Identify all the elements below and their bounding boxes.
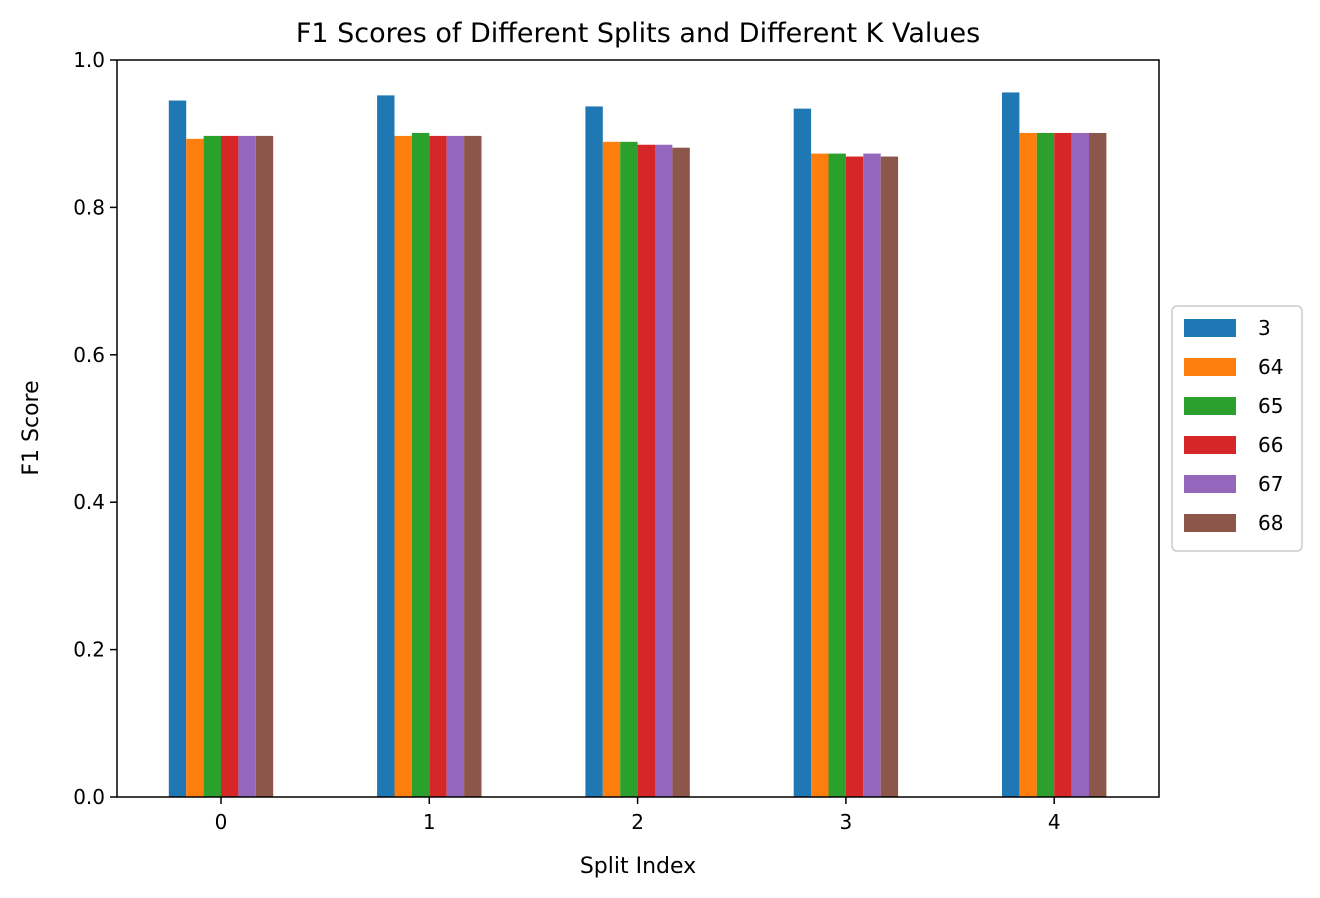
bar-k3-split1 [377,95,395,797]
bar-k66-split1 [429,135,447,797]
bar-k3-split4 [1002,92,1020,798]
legend-label-64: 64 [1258,355,1283,379]
bar-k68-split2 [672,147,690,797]
legend-swatch-64 [1184,358,1236,376]
legend-swatch-68 [1184,514,1236,532]
y-tick-label: 0.0 [73,785,105,809]
legend-label-67: 67 [1258,472,1283,496]
x-tick-label: 3 [840,810,853,834]
y-tick-label: 0.8 [73,195,105,219]
bar-k68-split3 [880,156,899,798]
x-tick-label: 0 [215,810,228,834]
bar-k64-split0 [186,138,204,798]
bar-k66-split3 [845,156,864,798]
bar-k66-split4 [1054,132,1072,797]
bar-k64-split1 [394,135,412,797]
bar-k3-split2 [585,106,603,798]
bars-group [168,92,1107,798]
y-tick-label: 0.2 [73,638,105,662]
bar-k64-split3 [811,153,829,798]
bar-k66-split0 [221,135,239,797]
legend-label-66: 66 [1258,433,1283,457]
x-tick-label: 1 [423,810,436,834]
x-axis-label: Split Index [580,854,696,879]
legend-swatch-66 [1184,436,1236,454]
y-tick-label: 0.6 [73,343,105,367]
legend: 3 64 65 66 67 68 [1171,305,1303,552]
bar-k67-split0 [238,135,256,797]
y-axis: 0.0 0.2 0.4 0.6 0.8 1.0 [73,48,117,809]
bar-k65-split4 [1036,132,1055,797]
bar-k65-split0 [203,135,221,797]
legend-swatch-3 [1184,319,1236,337]
bar-k65-split3 [828,153,846,798]
y-tick-label: 0.4 [73,490,105,514]
legend-label-3: 3 [1258,316,1271,340]
legend-swatch-67 [1184,475,1236,493]
bar-k65-split1 [411,132,430,797]
bar-k67-split2 [655,144,673,797]
bar-k67-split1 [446,135,465,797]
legend-label-68: 68 [1258,511,1283,535]
bar-k3-split3 [793,108,812,797]
y-axis-label: F1 Score [19,380,44,475]
legend-swatch-65 [1184,397,1236,415]
bar-k66-split2 [637,144,655,797]
chart-title: F1 Scores of Different Splits and Differ… [296,18,980,49]
bar-k65-split2 [620,141,638,797]
bar-k68-split4 [1089,132,1107,797]
bar-k68-split0 [255,135,274,797]
bar-k3-split0 [168,100,187,798]
x-tick-label: 2 [631,810,644,834]
y-tick-label: 1.0 [73,48,105,72]
x-axis: 0 1 2 3 4 [215,797,1061,834]
bar-k67-split3 [863,153,881,798]
bar-k64-split2 [602,141,621,797]
bar-k67-split4 [1071,132,1089,797]
bar-k68-split1 [464,135,482,797]
legend-label-65: 65 [1258,394,1283,418]
x-tick-label: 4 [1048,810,1061,834]
bar-k64-split4 [1019,132,1037,797]
